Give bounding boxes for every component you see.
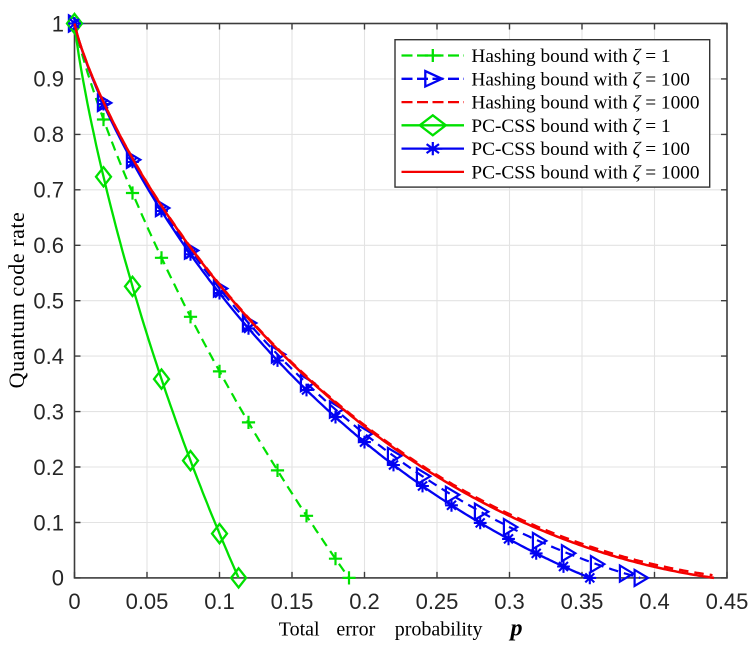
svg-text:0: 0: [52, 566, 64, 591]
svg-text:0.35: 0.35: [561, 589, 604, 614]
svg-text:0.3: 0.3: [33, 399, 64, 424]
svg-text:PC-CSS bound with ζ = 1000: PC-CSS bound with ζ = 1000: [471, 163, 699, 184]
svg-text:0.8: 0.8: [33, 122, 64, 147]
svg-text:0.2: 0.2: [33, 455, 64, 480]
svg-text:PC-CSS bound with ζ = 100: PC-CSS bound with ζ = 100: [471, 139, 690, 160]
svg-text:1: 1: [52, 11, 64, 36]
svg-text:0.25: 0.25: [416, 589, 459, 614]
svg-text:0.9: 0.9: [33, 67, 64, 92]
svg-text:Hashing bound with ζ = 1: Hashing bound with ζ = 1: [471, 46, 670, 67]
svg-text:0.3: 0.3: [494, 589, 525, 614]
svg-text:0.4: 0.4: [33, 344, 64, 369]
svg-text:0.45: 0.45: [706, 589, 749, 614]
svg-text:Hashing bound with ζ = 1000: Hashing bound with ζ = 1000: [471, 93, 699, 114]
svg-text:0.2: 0.2: [349, 589, 380, 614]
svg-text:0: 0: [68, 589, 80, 614]
svg-text:0.7: 0.7: [33, 178, 64, 203]
svg-text:0.1: 0.1: [204, 589, 235, 614]
svg-text:0.15: 0.15: [271, 589, 314, 614]
svg-text:Hashing bound with ζ = 100: Hashing bound with ζ = 100: [471, 69, 689, 90]
svg-text:0.5: 0.5: [33, 289, 64, 314]
svg-text:0.6: 0.6: [33, 233, 64, 258]
svg-text:PC-CSS bound with ζ = 1: PC-CSS bound with ζ = 1: [471, 116, 670, 137]
svg-text:0.4: 0.4: [639, 589, 670, 614]
svg-text:0.1: 0.1: [33, 510, 64, 535]
svg-text:0.05: 0.05: [126, 589, 169, 614]
svg-text:Quantum code rate: Quantum code rate: [4, 212, 29, 389]
